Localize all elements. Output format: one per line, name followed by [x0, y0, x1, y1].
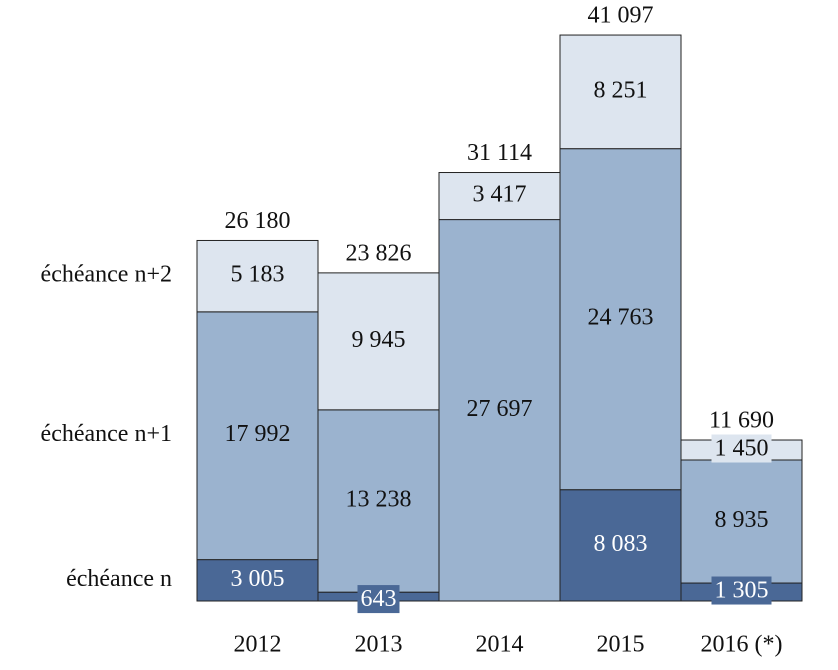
value-label: 3 005	[231, 566, 285, 592]
bar-segment	[680, 459, 803, 584]
x-tick-label: 2012	[234, 632, 282, 658]
value-label: 8 251	[594, 77, 648, 103]
value-label-group: 3 417	[473, 182, 527, 208]
value-label: 13 238	[346, 486, 412, 512]
x-tick-label: 2014	[476, 632, 524, 658]
bar-segment	[559, 489, 682, 602]
total-label: 11 690	[709, 408, 774, 434]
value-label-group: 27 697	[467, 396, 533, 422]
series-name: échéance n+2	[41, 262, 172, 288]
total-label: 41 097	[588, 3, 654, 29]
value-label: 8 935	[715, 507, 769, 533]
label-background	[711, 576, 772, 605]
x-tick-label: 2013	[355, 632, 403, 658]
bar-segment	[438, 219, 561, 602]
bar-segment	[438, 172, 561, 221]
series-name: échéance n+1	[41, 421, 172, 447]
value-label-group: 17 992	[225, 421, 291, 447]
bar-segment	[196, 311, 319, 561]
series-name: échéance n	[66, 566, 172, 592]
value-label-group: 1 450	[711, 434, 772, 463]
value-label: 8 083	[594, 531, 648, 557]
value-label: 5 183	[231, 262, 285, 288]
value-label-group: 3 005	[231, 566, 285, 592]
value-label-group: 8 935	[715, 507, 769, 533]
label-background	[711, 434, 772, 463]
bar-segment	[559, 34, 682, 150]
value-label: 24 763	[588, 305, 654, 331]
value-label-group: 24 763	[588, 305, 654, 331]
value-label-group: 8 083	[594, 531, 648, 557]
value-label-group: 9 945	[352, 327, 406, 353]
value-label: 1 305	[715, 578, 769, 604]
value-label: 9 945	[352, 327, 406, 353]
value-label: 3 417	[473, 182, 527, 208]
bar-segment	[196, 559, 319, 602]
value-label: 1 450	[715, 435, 769, 461]
x-tick-label: 2016 (*)	[701, 632, 783, 658]
label-background	[357, 585, 400, 614]
value-label-group: 643	[357, 585, 400, 614]
total-label: 23 826	[346, 240, 412, 266]
bar-segment	[317, 409, 440, 593]
x-tick-label: 2015	[597, 632, 645, 658]
value-label-group: 13 238	[346, 486, 412, 512]
bar-segment	[559, 148, 682, 491]
value-label-group: 8 251	[594, 77, 648, 103]
value-label: 17 992	[225, 421, 291, 447]
bar-segment	[317, 272, 440, 411]
total-label: 31 114	[467, 140, 532, 166]
total-label: 26 180	[225, 208, 291, 234]
bar-segment	[196, 239, 319, 313]
value-label: 643	[361, 586, 397, 612]
value-label: 27 697	[467, 396, 533, 422]
value-label-group: 5 183	[231, 262, 285, 288]
value-label-group: 1 305	[711, 576, 772, 605]
